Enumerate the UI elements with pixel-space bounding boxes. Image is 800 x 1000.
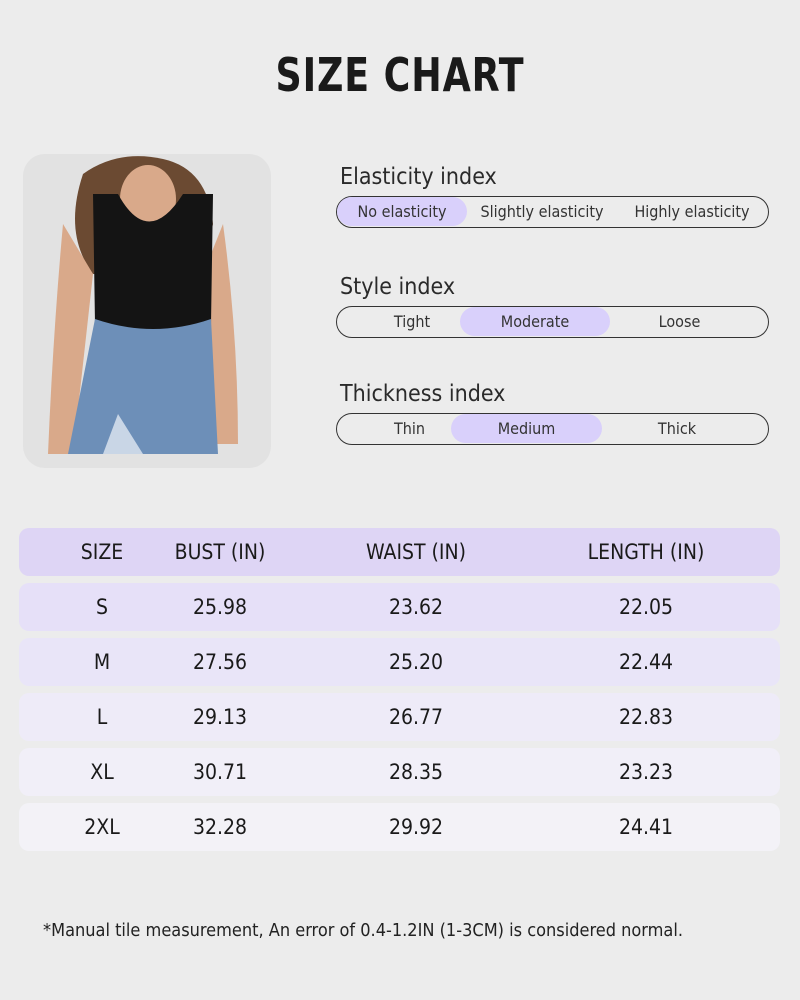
- header-bust: BUST (IN): [174, 540, 266, 564]
- table-row: L 29.13 26.77 22.83: [19, 693, 780, 741]
- style-scale: Tight Moderate Loose: [336, 306, 769, 338]
- style-index-label: Style index: [340, 274, 456, 300]
- elasticity-index-label: Elasticity index: [340, 164, 497, 190]
- waist-cell: 29.92: [388, 815, 444, 839]
- bust-cell: 30.71: [192, 760, 248, 784]
- length-cell: 22.44: [618, 650, 674, 674]
- product-photo: [23, 154, 271, 468]
- bust-cell: 27.56: [192, 650, 248, 674]
- table-row: M 27.56 25.20 22.44: [19, 638, 780, 686]
- elasticity-scale: No elasticity Slightly elasticity Highly…: [336, 196, 769, 228]
- thickness-index-label: Thickness index: [340, 381, 506, 407]
- table-row: 2XL 32.28 29.92 24.41: [19, 803, 780, 851]
- option-moderate: Moderate: [460, 307, 610, 336]
- header-waist: WAIST (IN): [366, 540, 466, 564]
- waist-cell: 23.62: [388, 595, 444, 619]
- table-row: S 25.98 23.62 22.05: [19, 583, 780, 631]
- option-slightly-elasticity: Slightly elasticity: [480, 202, 604, 221]
- header-size: SIZE: [80, 540, 124, 564]
- option-tight: Tight: [393, 312, 431, 331]
- thickness-index: Thickness index Thin Medium Thick: [336, 381, 769, 445]
- option-highly-elasticity: Highly elasticity: [634, 202, 750, 221]
- option-medium: Medium: [451, 414, 602, 443]
- page-title: SIZE CHART: [275, 48, 525, 102]
- style-index: Style index Tight Moderate Loose: [336, 274, 769, 338]
- bust-cell: 29.13: [192, 705, 248, 729]
- table-header: SIZE BUST (IN) WAIST (IN) LENGTH (IN): [19, 528, 780, 576]
- thickness-scale: Thin Medium Thick: [336, 413, 769, 445]
- bust-cell: 32.28: [192, 815, 248, 839]
- size-cell: XL: [90, 760, 114, 784]
- option-thick: Thick: [657, 419, 697, 438]
- length-cell: 23.23: [618, 760, 674, 784]
- option-thin: Thin: [393, 419, 426, 438]
- length-cell: 22.05: [618, 595, 674, 619]
- size-cell: M: [93, 650, 111, 674]
- length-cell: 24.41: [618, 815, 674, 839]
- option-no-elasticity: No elasticity: [337, 197, 467, 226]
- bust-cell: 25.98: [192, 595, 248, 619]
- size-table: SIZE BUST (IN) WAIST (IN) LENGTH (IN) S 2…: [19, 528, 780, 858]
- waist-cell: 26.77: [388, 705, 444, 729]
- waist-cell: 25.20: [388, 650, 444, 674]
- header-length: LENGTH (IN): [587, 540, 705, 564]
- waist-cell: 28.35: [388, 760, 444, 784]
- measurement-note: *Manual tile measurement, An error of 0.…: [43, 920, 683, 941]
- elasticity-index: Elasticity index No elasticity Slightly …: [336, 164, 769, 228]
- length-cell: 22.83: [618, 705, 674, 729]
- size-cell: L: [96, 705, 108, 729]
- size-cell: 2XL: [84, 815, 120, 839]
- option-loose: Loose: [658, 312, 701, 331]
- size-cell: S: [96, 595, 108, 619]
- table-row: XL 30.71 28.35 23.23: [19, 748, 780, 796]
